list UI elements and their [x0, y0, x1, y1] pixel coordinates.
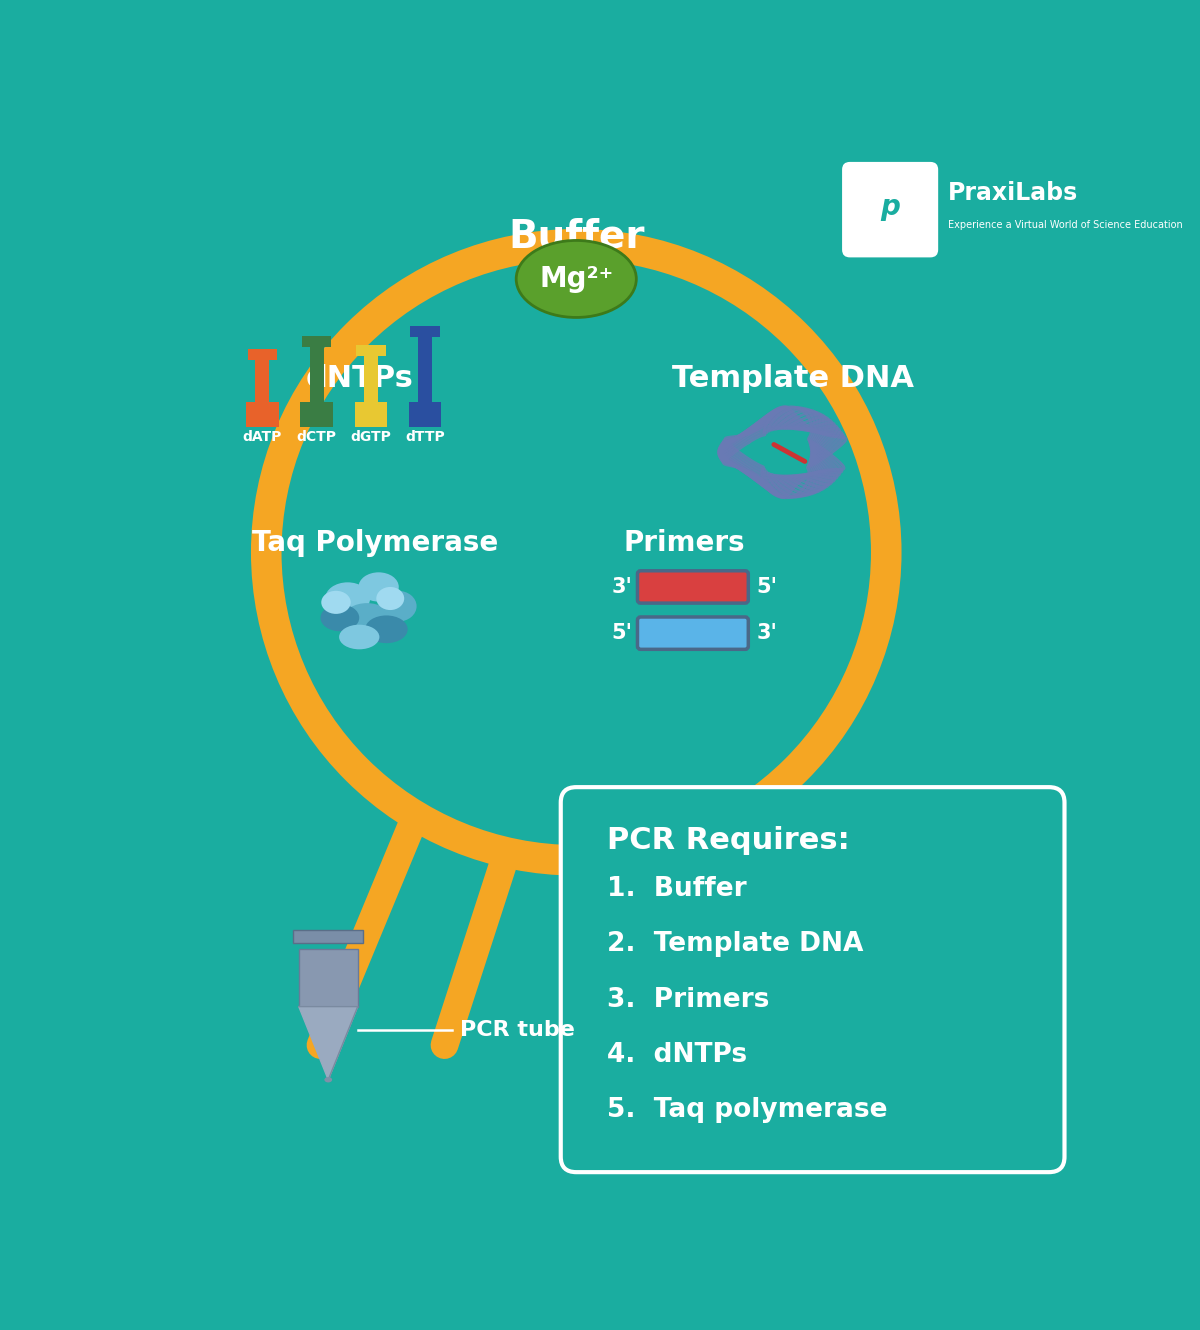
Text: Taq Polymerase: Taq Polymerase — [252, 529, 498, 557]
Text: dTTP: dTTP — [406, 430, 445, 444]
FancyBboxPatch shape — [637, 571, 749, 602]
Text: PCR Requires:: PCR Requires: — [607, 826, 850, 855]
Text: 2.  Template DNA: 2. Template DNA — [607, 931, 864, 958]
Text: Template DNA: Template DNA — [672, 363, 914, 392]
Text: 3': 3' — [612, 577, 632, 597]
Text: dNTPs: dNTPs — [305, 363, 413, 392]
Ellipse shape — [322, 591, 350, 614]
Text: 5': 5' — [757, 577, 778, 597]
Ellipse shape — [340, 625, 379, 649]
Ellipse shape — [325, 583, 370, 614]
Bar — [247, 348, 277, 360]
Ellipse shape — [379, 591, 416, 621]
Ellipse shape — [365, 616, 408, 644]
Text: Mg²⁺: Mg²⁺ — [539, 265, 613, 293]
Polygon shape — [299, 1007, 358, 1080]
Bar — [355, 402, 388, 427]
Text: 3.  Primers: 3. Primers — [607, 987, 769, 1012]
Ellipse shape — [343, 602, 390, 632]
Ellipse shape — [516, 241, 636, 318]
Text: p: p — [880, 193, 900, 221]
Text: 5.  Taq polymerase: 5. Taq polymerase — [607, 1097, 888, 1124]
Text: 4.  dNTPs: 4. dNTPs — [607, 1041, 748, 1068]
Bar — [410, 326, 440, 336]
FancyBboxPatch shape — [637, 617, 749, 649]
Text: Buffer: Buffer — [508, 217, 644, 255]
Text: dATP: dATP — [242, 430, 282, 444]
Text: 1.  Buffer: 1. Buffer — [607, 875, 746, 902]
Bar — [364, 356, 378, 402]
Bar — [409, 402, 442, 427]
Bar — [310, 347, 324, 402]
Bar — [246, 402, 278, 427]
FancyBboxPatch shape — [842, 162, 938, 258]
Bar — [300, 402, 332, 427]
Text: Experience a Virtual World of Science Education: Experience a Virtual World of Science Ed… — [948, 219, 1183, 230]
Bar — [418, 336, 432, 402]
FancyBboxPatch shape — [560, 787, 1064, 1172]
Circle shape — [266, 245, 887, 861]
Text: Primers: Primers — [624, 529, 745, 557]
Bar — [256, 360, 269, 402]
Ellipse shape — [359, 572, 398, 601]
Bar — [299, 948, 358, 1007]
Bar — [293, 930, 364, 943]
Text: 3': 3' — [757, 624, 778, 644]
Bar — [356, 346, 385, 356]
Text: dGTP: dGTP — [350, 430, 391, 444]
Ellipse shape — [377, 587, 404, 610]
Ellipse shape — [324, 1077, 332, 1083]
Text: 5': 5' — [612, 624, 632, 644]
Bar — [302, 336, 331, 347]
Text: PCR tube: PCR tube — [460, 1020, 575, 1040]
Ellipse shape — [320, 604, 359, 632]
Text: dCTP: dCTP — [296, 430, 337, 444]
Text: PraxiLabs: PraxiLabs — [948, 181, 1079, 205]
